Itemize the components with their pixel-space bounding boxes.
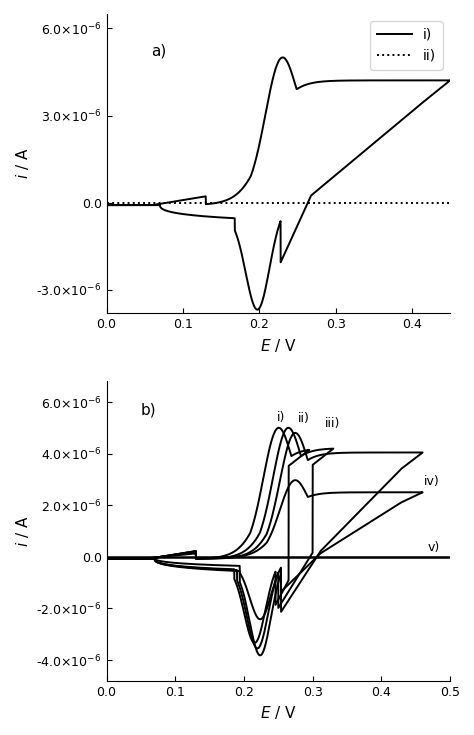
i)	[267, 88, 273, 97]
i)	[363, 76, 368, 85]
X-axis label: $E$ / V: $E$ / V	[260, 704, 297, 721]
i)	[255, 305, 260, 314]
i)	[271, 72, 276, 81]
i)	[280, 53, 285, 62]
Text: iv): iv)	[424, 475, 440, 488]
i)	[104, 201, 109, 209]
Text: v): v)	[428, 541, 440, 553]
i)	[412, 76, 418, 85]
X-axis label: $E$ / V: $E$ / V	[260, 337, 297, 354]
Line: i): i)	[107, 57, 450, 309]
Text: ii): ii)	[298, 412, 310, 425]
Text: a): a)	[151, 44, 166, 59]
Text: i): i)	[277, 411, 285, 424]
Text: iii): iii)	[325, 417, 340, 430]
Legend: i), ii): i), ii)	[370, 21, 443, 70]
Y-axis label: $i$ / A: $i$ / A	[14, 515, 31, 547]
i)	[263, 107, 269, 115]
i)	[104, 201, 109, 209]
i)	[109, 201, 115, 209]
Y-axis label: $i$ / A: $i$ / A	[14, 148, 31, 179]
Text: b): b)	[141, 402, 156, 417]
